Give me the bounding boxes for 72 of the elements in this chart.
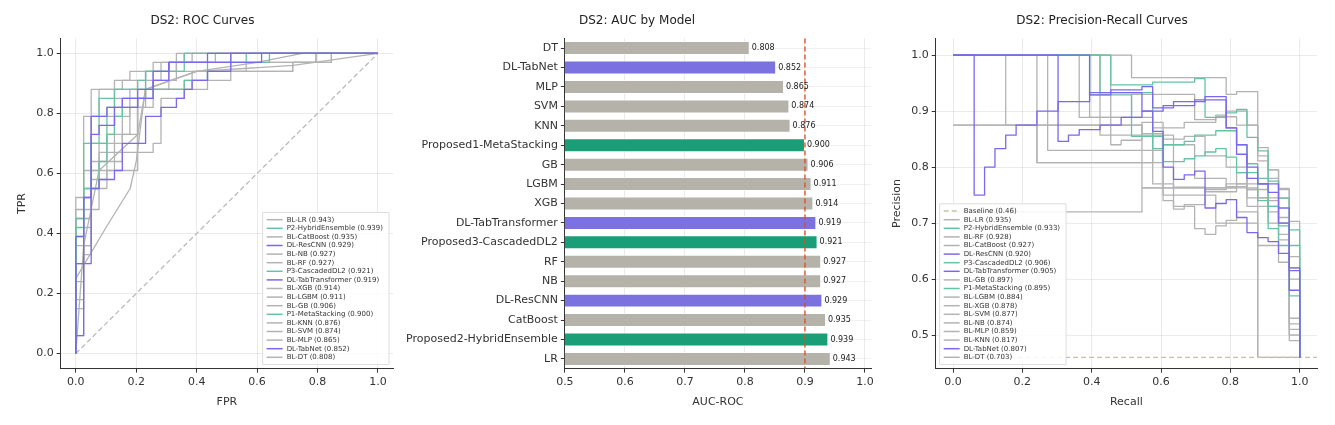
data-label: 0.929 (824, 295, 848, 305)
data-label: 0.943 (832, 353, 856, 363)
x-tick-label: 1.0 (1290, 375, 1309, 389)
data-label: 0.911 (813, 179, 837, 189)
x-tick-label: 0.2 (1013, 375, 1032, 389)
x-tick-label: 0.8 (1221, 375, 1240, 389)
chart-title: DS2: ROC Curves (150, 13, 255, 28)
y-tick-label: Proposed3-CascadedDL2 (420, 235, 558, 249)
y-tick-label: 0.8 (911, 159, 929, 173)
x-tick-label: 0.7 (676, 375, 694, 389)
y-tick-label: 0.8 (36, 106, 54, 120)
data-label: 0.874 (791, 101, 815, 111)
y-tick-label: 0.4 (36, 226, 54, 240)
x-tick-label: 0.0 (944, 375, 962, 389)
x-tick-label: 0.2 (127, 375, 145, 389)
data-label: 0.921 (819, 237, 843, 247)
data-label: 0.919 (818, 218, 842, 227)
data-label: 0.876 (792, 120, 816, 130)
y-tick-label: MLP (535, 79, 559, 93)
y-tick-label: 0.0 (36, 346, 54, 360)
x-tick-label: 0.4 (187, 375, 206, 389)
data-label: 0.927 (823, 256, 847, 266)
y-tick-label: LR (544, 351, 559, 365)
data-label: 0.939 (830, 334, 854, 344)
y-tick-label: 0.9 (911, 104, 929, 118)
y-tick-label: 0.7 (911, 215, 929, 229)
x-tick-label: 0.8 (308, 375, 327, 389)
y-tick-label: 0.2 (36, 286, 54, 300)
y-tick-label: DL-TabTransformer (455, 215, 559, 229)
x-axis-title: AUC-ROC (692, 395, 744, 409)
x-tick-label: 0.6 (248, 375, 266, 389)
x-axis-title: FPR (216, 395, 238, 409)
y-tick-label: GB (541, 157, 558, 171)
data-label: 0.852 (778, 62, 802, 72)
x-tick-label: 1.0 (369, 375, 387, 389)
y-tick-label: KNN (534, 118, 558, 132)
x-tick-label: 0.6 (616, 375, 634, 389)
y-tick-label: 1.0 (911, 48, 929, 62)
y-tick-label: RF (543, 254, 558, 268)
y-tick-label: LGBM (526, 176, 558, 190)
y-tick-label: XGB (534, 196, 558, 210)
x-tick-label: 0.6 (1152, 375, 1170, 389)
x-tick-label: 0.9 (796, 375, 814, 389)
data-label: 0.935 (827, 315, 851, 325)
y-tick-label: DL-TabNet (502, 60, 559, 74)
data-label: 0.900 (806, 140, 830, 150)
y-tick-label: 0.6 (36, 166, 54, 180)
y-axis-title: TPR (15, 192, 29, 215)
x-tick-label: 0.4 (1082, 375, 1101, 389)
y-tick-label: DL-ResCNN (495, 293, 558, 307)
data-label: 0.927 (823, 276, 847, 286)
x-tick-label: 0.5 (556, 375, 574, 389)
y-tick-label: DT (542, 40, 559, 54)
data-label: 0.865 (785, 82, 809, 92)
chart-title: DS2: Precision-Recall Curves (1016, 13, 1188, 28)
y-tick-label: Proposed2-HybridEnsemble (405, 332, 559, 346)
y-tick-label: CatBoost (508, 312, 559, 326)
data-label: 0.906 (810, 159, 834, 169)
x-tick-label: 0.8 (736, 375, 754, 389)
x-axis-title: Recall (1109, 395, 1143, 409)
y-tick-label: 0.6 (911, 271, 929, 285)
x-tick-label: 0.0 (67, 375, 85, 389)
y-tick-label: 0.5 (911, 327, 929, 341)
y-tick-label: Proposed1-MetaStacking (421, 138, 558, 152)
data-label: 0.914 (815, 198, 839, 208)
y-tick-label: NB (542, 274, 558, 288)
y-tick-label: 1.0 (36, 46, 54, 60)
x-tick-label: 1.0 (856, 375, 874, 389)
y-tick-label: SVM (533, 99, 558, 113)
chart-title: DS2: AUC by Model (578, 13, 696, 28)
y-axis-title: Precision (890, 178, 904, 229)
data-label: 0.808 (751, 43, 775, 53)
